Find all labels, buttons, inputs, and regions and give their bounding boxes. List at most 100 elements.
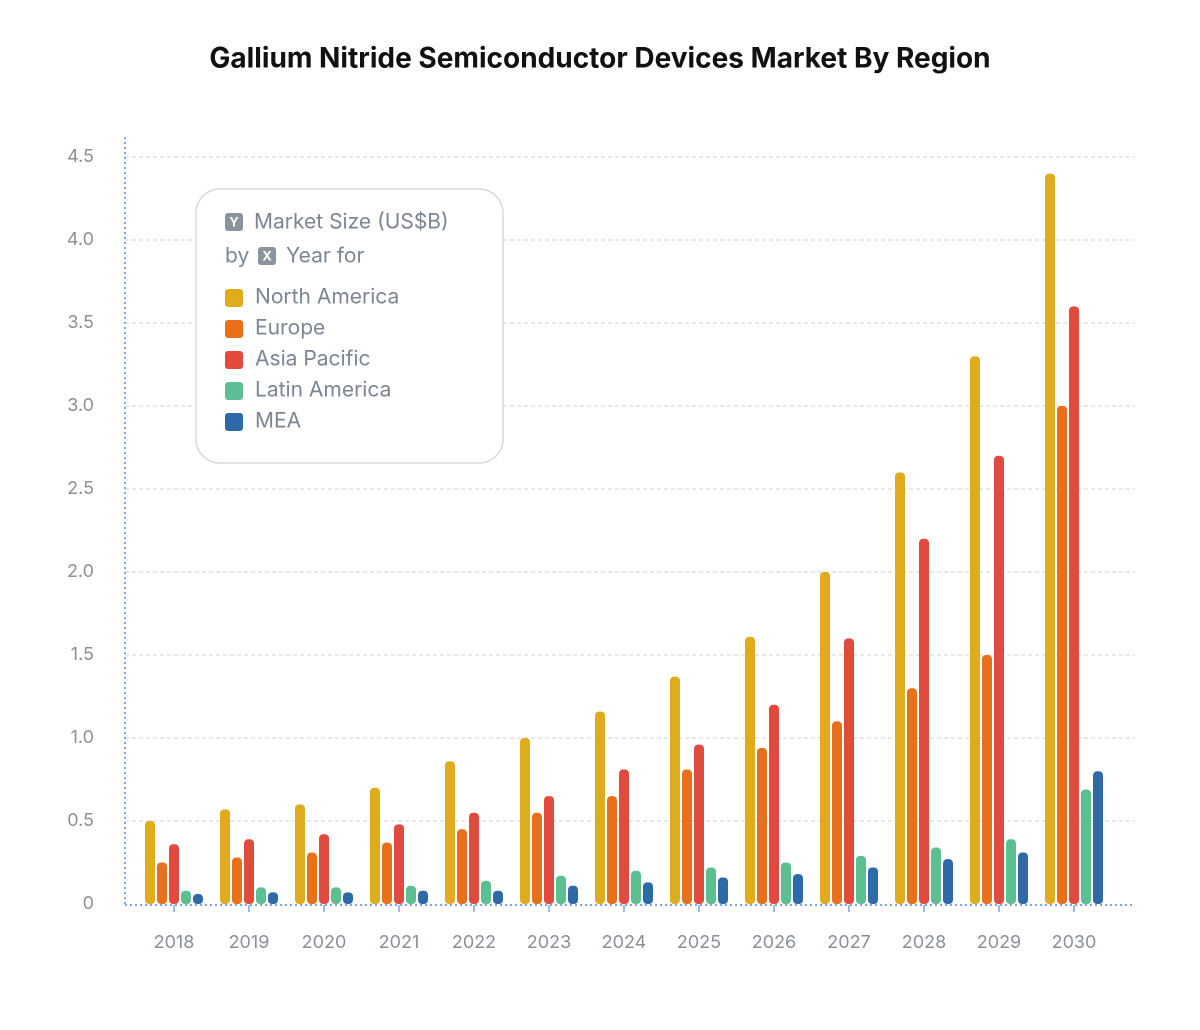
bar [1018, 852, 1028, 904]
bar [670, 676, 680, 904]
bar [844, 638, 854, 904]
x-tick-label: 2018 [154, 932, 195, 953]
bar [370, 787, 380, 904]
bar [244, 839, 254, 904]
bar [457, 829, 467, 904]
bar [982, 655, 992, 904]
bar [718, 877, 728, 904]
bar [682, 769, 692, 904]
x-tick-label: 2023 [527, 932, 571, 953]
legend-label: MEA [255, 409, 301, 434]
bars [145, 173, 1103, 905]
bar [469, 812, 479, 904]
y-tick-label: 4.5 [67, 146, 94, 167]
y-tick-label: 1.5 [71, 644, 94, 665]
bar [643, 882, 653, 904]
legend-swatch [225, 289, 243, 307]
bar [757, 747, 767, 904]
bar [919, 538, 929, 904]
bar [520, 738, 530, 904]
bar [994, 455, 1004, 904]
x-tick-label: 2026 [752, 932, 796, 953]
bar [1045, 173, 1055, 905]
bar [1069, 306, 1079, 904]
bar [856, 855, 866, 904]
x-tick-label: 2025 [677, 932, 721, 953]
bar [1081, 789, 1091, 904]
y-tick-label: 2.0 [67, 561, 94, 582]
bar [694, 744, 704, 904]
bar [769, 704, 779, 904]
bar [1057, 406, 1067, 904]
y-tick-label: 0.5 [67, 810, 94, 831]
bar [745, 636, 755, 904]
bar [394, 824, 404, 904]
bar [418, 890, 428, 904]
x-tick-label: 2030 [1052, 932, 1097, 953]
legend-y-text: Market Size (US$B) [254, 210, 449, 235]
x-tick-label: 2020 [302, 932, 347, 953]
x-tick-label: 2029 [977, 932, 1021, 953]
bar [895, 472, 905, 904]
y-tick-label: 3.0 [67, 395, 94, 416]
bar [181, 890, 191, 904]
y-badge: Y [229, 215, 239, 231]
bar [832, 721, 842, 904]
grid: 0 0.5 1.0 1.5 2.0 2.5 3.0 3.5 4.0 4.5 2018 2019 2020… [67, 146, 1135, 953]
bar [193, 894, 203, 904]
legend-label: Europe [255, 316, 325, 341]
bar [1093, 771, 1103, 904]
legend-swatch [225, 320, 243, 338]
bar [481, 880, 491, 904]
y-tick-label: 0 [83, 893, 94, 914]
chart-title: Gallium Nitride Semiconductor Devices Ma… [209, 41, 990, 75]
x-badge: X [262, 249, 272, 265]
bar [343, 892, 353, 904]
x-tick-label: 2027 [827, 932, 871, 953]
bar [1006, 839, 1016, 904]
bar [319, 834, 329, 904]
badge-box [225, 213, 243, 231]
bar [256, 887, 266, 904]
bar [145, 821, 155, 904]
legend-x-text: Year for [286, 244, 364, 269]
legend-label: North America [255, 285, 399, 310]
bar [781, 862, 791, 904]
bar [295, 804, 305, 904]
legend-swatch [225, 382, 243, 400]
bar [907, 688, 917, 904]
bar [169, 844, 179, 904]
bar [157, 862, 167, 904]
legend-label: Asia Pacific [255, 347, 371, 372]
y-tick-label: 2.5 [67, 478, 94, 499]
legend-swatch [225, 351, 243, 369]
y-tick-label: 3.5 [67, 312, 94, 333]
y-tick-label: 1.0 [71, 727, 94, 748]
bar [631, 870, 641, 904]
bar [568, 885, 578, 904]
bar [232, 857, 242, 904]
y-tick-label: 4.0 [67, 229, 94, 250]
bar [307, 852, 317, 904]
bar [793, 874, 803, 904]
x-tick-label: 2019 [229, 932, 270, 953]
bar [220, 809, 230, 904]
bar [331, 887, 341, 904]
bar [268, 892, 278, 904]
bar [706, 867, 716, 904]
bar [931, 847, 941, 904]
bar [820, 572, 830, 904]
bar [943, 859, 953, 904]
bar [382, 842, 392, 904]
bar [493, 890, 503, 904]
bar [607, 796, 617, 904]
legend-by: by [225, 244, 249, 269]
bar [868, 867, 878, 904]
legend-swatch [225, 413, 243, 431]
bar [532, 812, 542, 904]
x-tick-label: 2028 [902, 932, 946, 953]
legend: Y Market Size (US$B) by X Year for North… [195, 188, 504, 464]
bar [544, 796, 554, 904]
legend-label: Latin America [255, 378, 391, 403]
